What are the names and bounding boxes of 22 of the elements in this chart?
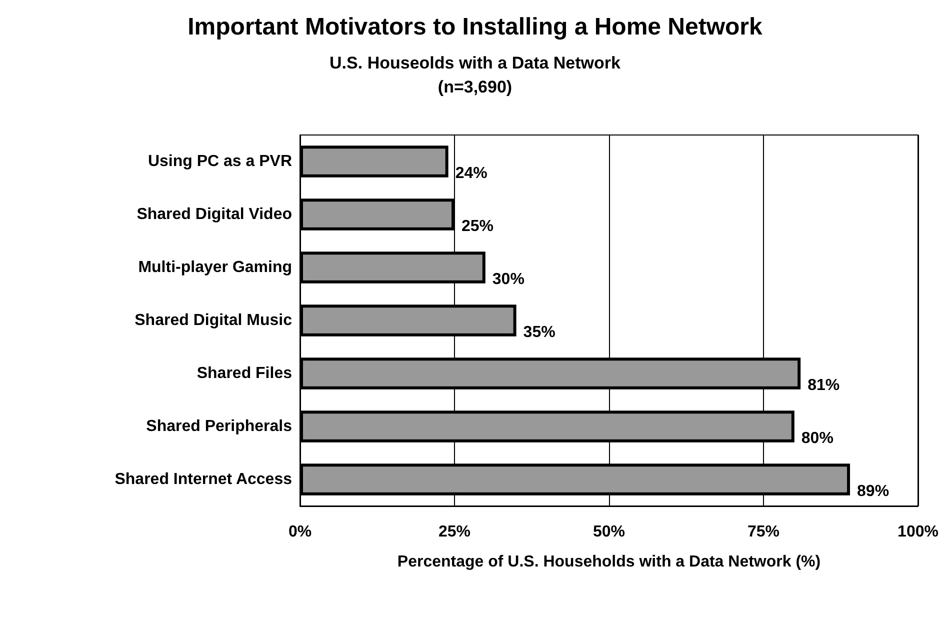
x-tick-label: 100%	[898, 524, 938, 540]
y-tick-label: Shared Digital Music	[134, 312, 292, 329]
x-tick-label: 25%	[438, 524, 471, 540]
x-tick-label: 75%	[747, 524, 780, 540]
x-axis-title: Percentage of U.S. Households with a Data Network (%)	[397, 554, 821, 570]
data-label: 35%	[523, 324, 556, 341]
data-label: 24%	[455, 165, 488, 182]
y-tick-label: Using PC as a PVR	[148, 153, 292, 170]
x-tick-label: 50%	[592, 524, 626, 540]
data-label: 81%	[808, 377, 840, 394]
chart-subtitle: U.S. Houseolds with a Data Network (n=3,690)	[330, 54, 622, 96]
y-tick-label: Multi-player Gaming	[138, 259, 292, 276]
y-tick-label: Shared Digital Video	[136, 206, 292, 223]
y-tick-label: Shared Internet Access	[114, 471, 292, 488]
y-tick-label: Shared Peripherals	[146, 418, 292, 435]
chart-title: Important Motivators to Installing a Home Network	[188, 14, 764, 40]
data-label: 80%	[801, 430, 834, 447]
data-label: 30%	[492, 271, 524, 288]
data-label: 25%	[462, 218, 494, 235]
data-label: 89%	[857, 483, 890, 500]
y-tick-label: Shared Files	[196, 365, 292, 382]
x-tick-label: 0%	[288, 524, 312, 540]
